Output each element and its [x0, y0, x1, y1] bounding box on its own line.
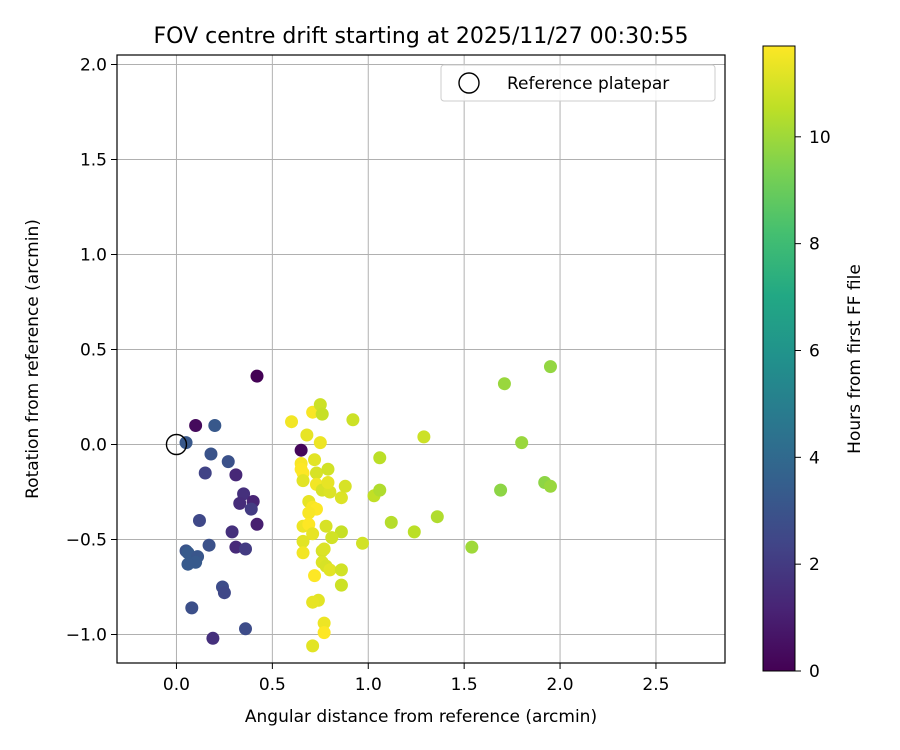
- scatter-point: [356, 536, 370, 550]
- scatter-point: [229, 468, 243, 482]
- scatter-point: [317, 626, 331, 640]
- scatter-point: [217, 586, 231, 600]
- colorbar: [762, 45, 796, 672]
- y-tick-label: 1.5: [80, 151, 107, 171]
- scatter-point: [543, 360, 557, 374]
- scatter-point: [497, 377, 511, 391]
- x-axis-ticks: 0.0 0.5 1.0 1.5 2.0 2.5: [163, 663, 669, 695]
- scatter-point: [334, 578, 348, 592]
- scatter-point: [308, 569, 322, 583]
- scatter-point: [296, 546, 310, 560]
- scatter-point: [306, 639, 320, 653]
- data-points: [179, 360, 557, 653]
- scatter-point: [306, 527, 320, 541]
- scatter-point: [323, 563, 337, 577]
- y-axis-label: Rotation from reference (arcmin): [23, 219, 43, 499]
- colorbar-ticks: 0 2 4 6 8 10: [795, 128, 831, 682]
- scatter-point: [317, 542, 331, 556]
- scatter-point: [181, 557, 195, 571]
- legend-box: [440, 64, 716, 102]
- scatter-point: [306, 595, 320, 609]
- x-tick-label: 1.0: [355, 675, 382, 695]
- plot-frame: [116, 54, 726, 664]
- chart-title: FOV centre drift starting at 2025/11/27 …: [154, 24, 689, 49]
- scatter-point: [313, 436, 327, 450]
- scatter-point: [417, 430, 431, 444]
- y-tick-label: 0.0: [80, 436, 107, 456]
- scatter-point: [325, 531, 339, 545]
- scatter-point: [334, 525, 348, 539]
- scatter-point: [221, 455, 235, 469]
- scatter-point: [321, 476, 335, 489]
- scatter-point: [384, 515, 398, 529]
- scatter-point: [202, 538, 216, 552]
- scatter-point: [319, 519, 333, 533]
- y-axis-ticks: −1.0 −0.5 0.0 0.5 1.0 1.5 2.0: [66, 56, 117, 646]
- scatter-point: [315, 407, 329, 421]
- x-tick-label: 0.5: [259, 675, 286, 695]
- scatter-point: [300, 428, 314, 442]
- scatter-point: [430, 510, 444, 524]
- colorbar-tick-label: 2: [809, 555, 820, 575]
- x-tick-label: 0.0: [163, 675, 190, 695]
- x-tick-label: 2.0: [547, 675, 574, 695]
- scatter-point: [189, 419, 203, 432]
- scatter-point: [334, 563, 348, 577]
- scatter-point: [294, 443, 308, 457]
- grid-lines: [117, 55, 725, 663]
- scatter-point: [285, 415, 299, 429]
- reference-marker: [165, 433, 188, 456]
- y-tick-label: −0.5: [66, 531, 107, 551]
- legend: Reference platepar: [440, 64, 716, 102]
- scatter-point: [185, 601, 199, 615]
- scatter-point: [296, 534, 310, 548]
- colorbar-tick-label: 6: [809, 341, 820, 361]
- y-tick-label: −1.0: [66, 626, 107, 646]
- x-tick-label: 2.5: [642, 675, 669, 695]
- scatter-point: [407, 525, 421, 539]
- scatter-point: [494, 483, 508, 497]
- y-tick-label: 2.0: [80, 56, 107, 76]
- scatter-point: [543, 479, 557, 493]
- y-tick-label: 0.5: [80, 341, 107, 361]
- scatter-point: [204, 447, 218, 461]
- y-tick-label: 1.0: [80, 246, 107, 266]
- colorbar-tick-label: 0: [809, 662, 820, 682]
- colorbar-tick-label: 4: [809, 448, 820, 468]
- colorbar-tick-label: 10: [809, 128, 831, 148]
- scatter-point: [309, 466, 323, 480]
- scatter-point: [465, 540, 479, 554]
- scatter-point: [338, 479, 352, 493]
- scatter-point: [239, 622, 253, 636]
- scatter-point: [239, 542, 253, 556]
- x-tick-label: 1.5: [451, 675, 478, 695]
- scatter-point: [198, 466, 212, 480]
- scatter-point: [308, 453, 322, 467]
- scatter-point: [296, 474, 310, 488]
- scatter-point: [206, 631, 220, 645]
- reference-marker-group: [165, 433, 188, 456]
- scatter-point: [317, 616, 331, 630]
- scatter-point: [515, 436, 529, 450]
- scatter-point: [321, 462, 335, 476]
- scatter-point: [244, 502, 258, 516]
- scatter-point: [250, 369, 264, 383]
- colorbar-label: Hours from first FF file: [845, 264, 865, 454]
- scatter-point: [346, 413, 360, 427]
- scatter-point: [225, 525, 239, 539]
- scatter-point: [334, 491, 348, 505]
- scatter-point: [192, 514, 206, 527]
- scatter-point: [373, 483, 387, 497]
- scatter-point: [208, 419, 222, 432]
- legend-label: Reference platepar: [507, 74, 669, 94]
- scatter-point: [233, 496, 247, 510]
- scatter-point: [250, 517, 264, 531]
- legend-reference-marker: [458, 72, 480, 94]
- x-axis-label: Angular distance from reference (arcmin): [245, 707, 597, 727]
- colorbar-tick-label: 8: [809, 235, 820, 255]
- scatter-point: [302, 506, 316, 520]
- scatter-point: [373, 451, 387, 465]
